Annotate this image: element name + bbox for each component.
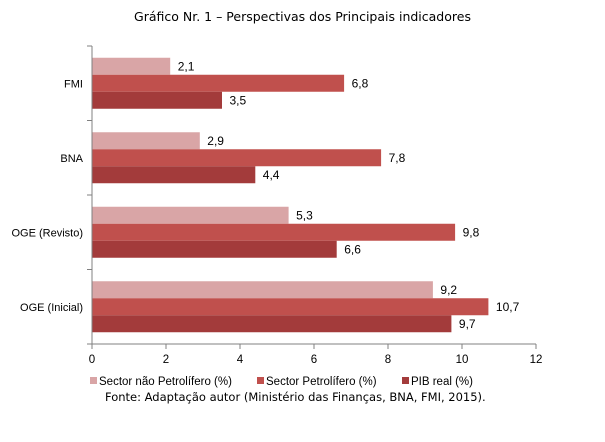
data-label: 9,7 xyxy=(459,317,476,331)
bar-0-0 xyxy=(92,57,171,75)
category-label: OGE (Revisto) xyxy=(11,227,83,239)
x-tick-label: 8 xyxy=(385,354,391,366)
bar-1-1 xyxy=(92,149,382,167)
bar-0-2 xyxy=(92,91,222,109)
bar-0-1 xyxy=(92,74,345,92)
x-tick-label: 10 xyxy=(456,354,469,366)
legend-swatch-1 xyxy=(257,377,264,384)
x-tick-label: 6 xyxy=(311,354,317,366)
bar-2-0 xyxy=(92,206,289,224)
legend-swatch-0 xyxy=(90,377,97,384)
data-label: 6,6 xyxy=(344,242,361,256)
bar-2-1 xyxy=(92,223,456,241)
bar-1-2 xyxy=(92,166,256,184)
chart-title: Gráfico Nr. 1 – Perspectivas dos Princip… xyxy=(134,9,471,24)
category-label: BNA xyxy=(60,153,83,165)
x-tick-label: 12 xyxy=(530,354,543,366)
data-label: 6,8 xyxy=(352,76,369,90)
category-label: OGE (Inicial) xyxy=(20,302,83,314)
data-label: 9,2 xyxy=(440,283,457,297)
data-label: 7,8 xyxy=(389,151,406,165)
data-label: 5,3 xyxy=(296,208,313,222)
data-label: 2,1 xyxy=(178,59,195,73)
legend-swatch-2 xyxy=(402,377,409,384)
data-label: 10,7 xyxy=(496,300,520,314)
data-label: 9,8 xyxy=(463,225,480,239)
source-note: Fonte: Adaptação autor (Ministério das F… xyxy=(105,390,486,404)
bar-3-0 xyxy=(92,281,433,299)
x-tick-label: 4 xyxy=(237,354,244,366)
bar-2-2 xyxy=(92,240,337,258)
legend-label: PIB real (%) xyxy=(411,376,473,388)
x-tick-label: 0 xyxy=(89,354,95,366)
legend-label: Sector não Petrolífero (%) xyxy=(99,376,232,388)
bar-3-1 xyxy=(92,298,489,316)
data-label: 4,4 xyxy=(263,168,280,182)
x-tick-label: 2 xyxy=(163,354,169,366)
data-label: 3,5 xyxy=(230,93,247,107)
category-label: FMI xyxy=(64,78,83,90)
data-label: 2,9 xyxy=(207,134,224,148)
legend-label: Sector Petrolífero (%) xyxy=(266,376,377,388)
bar-3-2 xyxy=(92,315,452,333)
bar-1-0 xyxy=(92,132,200,150)
